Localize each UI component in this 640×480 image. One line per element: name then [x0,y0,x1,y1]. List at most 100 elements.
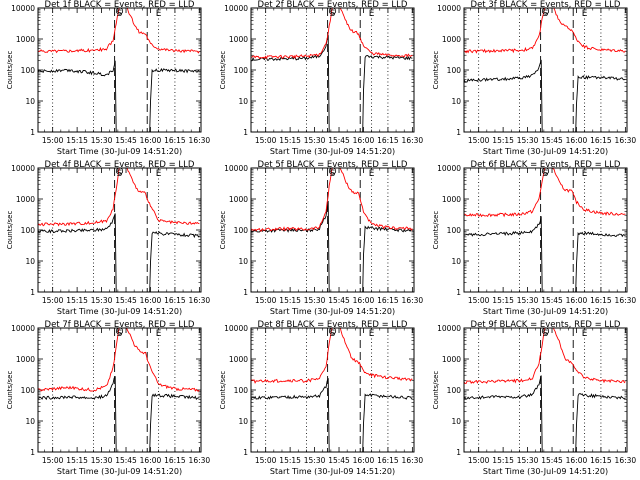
y-tick-label: 10000 [11,164,35,173]
x-tick-label: 16:00 [566,456,588,465]
plot-frame [463,167,628,293]
x-tick-label: 15:45 [115,136,137,145]
x-tick-label: 16:30 [402,296,424,305]
x-tick-label: 15:30 [517,136,539,145]
x-tick-label: 15:15 [66,456,88,465]
chart-panel-9: Det 9f BLACK = Events, RED = LLD Counts/s… [432,320,636,476]
y-axis-label: Counts/sec [219,371,227,410]
x-tick-label: 16:15 [377,296,399,305]
x-tick-label: 15:30 [304,456,326,465]
x-tick-label: 15:15 [279,296,301,305]
y-tick-label: 10 [451,417,461,426]
series-line-events [251,378,413,452]
y-tick-label: 1 [243,128,248,137]
series-line-lld [464,168,626,218]
x-axis-label: Start Time (30-Jul-09 14:51:20) [270,147,395,156]
series-line-events [251,200,413,292]
series-line-lld [38,168,200,227]
y-tick-label: 100 [447,226,462,235]
series-line-events [464,216,626,292]
x-tick-label: 15:45 [328,136,350,145]
x-tick-label: 15:00 [255,136,277,145]
x-tick-label: 15:00 [255,456,277,465]
x-tick-label: 16:15 [377,136,399,145]
y-tick-label: 10 [238,97,248,106]
y-tick-label: 1 [30,448,35,457]
x-tick-label: 16:30 [189,136,211,145]
y-tick-label: 10 [238,417,248,426]
y-tick-label: 100 [234,226,249,235]
y-tick-label: 10000 [224,324,248,333]
series-line-events [38,375,200,452]
marker-e-label: E [369,329,375,339]
y-tick-label: 10000 [437,164,461,173]
y-tick-label: 10000 [11,324,35,333]
y-tick-label: 10 [25,97,35,106]
y-tick-label: 1000 [16,195,35,204]
chart-panel-8: Det 8f BLACK = Events, RED = LLD Counts/s… [219,320,423,476]
marker-e-label: E [582,169,588,179]
y-tick-label: 10 [451,97,461,106]
x-tick-label: 15:30 [304,296,326,305]
x-axis-label: Start Time (30-Jul-09 14:51:20) [270,307,395,316]
marker-e-label: E [156,169,162,179]
plot-frame [463,7,628,133]
y-tick-label: 10 [238,257,248,266]
chart-panel-6: Det 6f BLACK = Events, RED = LLD Counts/s… [432,160,636,316]
y-tick-label: 1000 [16,355,35,364]
y-tick-label: 10000 [224,4,248,13]
marker-e-label: E [156,9,162,19]
chart-title: Det 3f BLACK = Events, RED = LLD [471,0,621,10]
plot-frame [250,7,415,133]
x-tick-label: 15:00 [42,296,64,305]
x-tick-label: 16:15 [377,456,399,465]
x-tick-label: 16:15 [590,296,612,305]
y-axis-label: Counts/sec [432,211,440,250]
x-tick-label: 16:00 [353,456,375,465]
x-tick-label: 16:30 [402,136,424,145]
y-tick-label: 1 [243,288,248,297]
x-tick-label: 16:15 [590,456,612,465]
x-tick-label: 15:00 [42,456,64,465]
x-tick-label: 16:00 [140,136,162,145]
chart-panel-5: Det 5f BLACK = Events, RED = LLD Counts/s… [219,160,423,316]
y-tick-label: 100 [234,386,249,395]
y-tick-label: 10 [451,257,461,266]
y-tick-label: 1 [456,128,461,137]
series-line-events [38,60,200,132]
x-axis-label: Start Time (30-Jul-09 14:51:20) [270,467,395,476]
chart-panel-1: Det 1f BLACK = Events, RED = LLD Counts/s… [6,0,210,156]
marker-e-label: E [156,329,162,339]
y-tick-label: 100 [21,66,36,75]
x-tick-label: 15:00 [468,136,490,145]
y-tick-label: 100 [447,66,462,75]
series-line-events [464,375,626,452]
series-line-lld [251,168,413,232]
y-tick-label: 1 [243,448,248,457]
x-tick-label: 15:00 [255,296,277,305]
series-line-lld [251,8,413,60]
x-tick-label: 15:00 [468,456,490,465]
y-tick-label: 1 [456,448,461,457]
y-tick-label: 100 [234,66,249,75]
series-line-events [38,213,200,292]
y-tick-label: 1 [30,288,35,297]
x-tick-label: 15:00 [468,296,490,305]
x-tick-label: 16:00 [566,296,588,305]
y-axis-label: Counts/sec [219,51,227,90]
chart-title: Det 2f BLACK = Events, RED = LLD [258,0,408,10]
y-axis-label: Counts/sec [6,51,14,90]
y-axis-label: Counts/sec [6,371,14,410]
chart-title: Det 6f BLACK = Events, RED = LLD [471,160,621,170]
chart-title: Det 4f BLACK = Events, RED = LLD [45,160,195,170]
x-tick-label: 15:15 [492,136,514,145]
x-tick-label: 16:30 [615,456,637,465]
series-line-lld [38,8,200,54]
plot-frame [37,327,202,453]
x-tick-label: 16:15 [164,456,186,465]
plot-frame [37,7,202,133]
y-tick-label: 1000 [442,195,461,204]
x-tick-label: 16:15 [164,296,186,305]
chart-title: Det 1f BLACK = Events, RED = LLD [45,0,195,10]
